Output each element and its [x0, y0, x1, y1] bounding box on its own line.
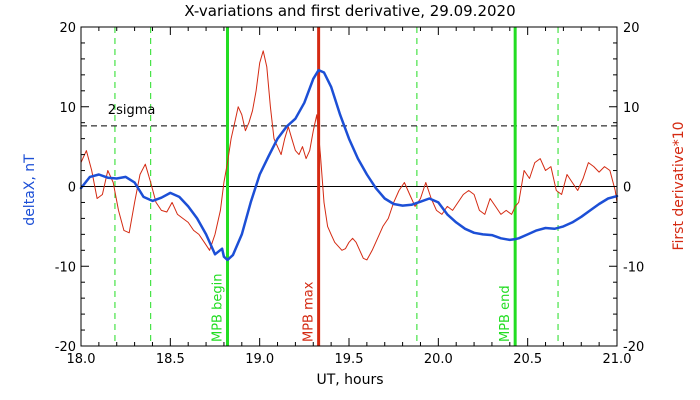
y-right-tick-label-20: 20 [623, 21, 640, 36]
y-left-tick-label-20: 20 [59, 21, 76, 36]
marker-label-2: MPB max [302, 281, 317, 342]
y-left-tick-label-10: 10 [59, 101, 76, 116]
series-line-deltax [79, 68, 619, 262]
y-left-tick-label-0: 0 [68, 181, 76, 196]
y-right-tick-label--20: -20 [623, 340, 644, 355]
x-tick-label-18.5: 18.5 [156, 352, 185, 367]
x-tick-label-20.5: 20.5 [513, 352, 542, 367]
y-left-tick-label--10: -10 [55, 260, 76, 275]
x-tick-label-21.0: 21.0 [603, 352, 632, 367]
marker-label-3: MPB end [498, 285, 513, 342]
x-tick-label-18.0: 18.0 [67, 352, 96, 367]
x-tick-label-19.5: 19.5 [335, 352, 364, 367]
plot-area: 2sigma MPB begin MPB max MPB end 18.0 18.5 19.… [55, 21, 644, 367]
y-right-tick-label--10: -10 [623, 260, 644, 275]
x-tick-label-20.0: 20.0 [424, 352, 453, 367]
marker-label-1: MPB begin [211, 274, 226, 342]
y-axis-title-right: First derivative*10 [671, 121, 687, 250]
x-tick-label-19.0: 19.0 [245, 352, 274, 367]
reference-label-2sigma: 2sigma [108, 103, 156, 118]
chart-title: X-variations and first derivative, 29.09… [184, 2, 515, 20]
y-left-tick-label--20: -20 [55, 340, 76, 355]
y-right-tick-label-0: 0 [623, 181, 631, 196]
x-axis-title: UT, hours [316, 372, 383, 388]
y-right-tick-label-10: 10 [623, 101, 640, 116]
series-line-derivative [80, 50, 618, 261]
y-axis-title-left: deltaX, nT [22, 154, 38, 226]
